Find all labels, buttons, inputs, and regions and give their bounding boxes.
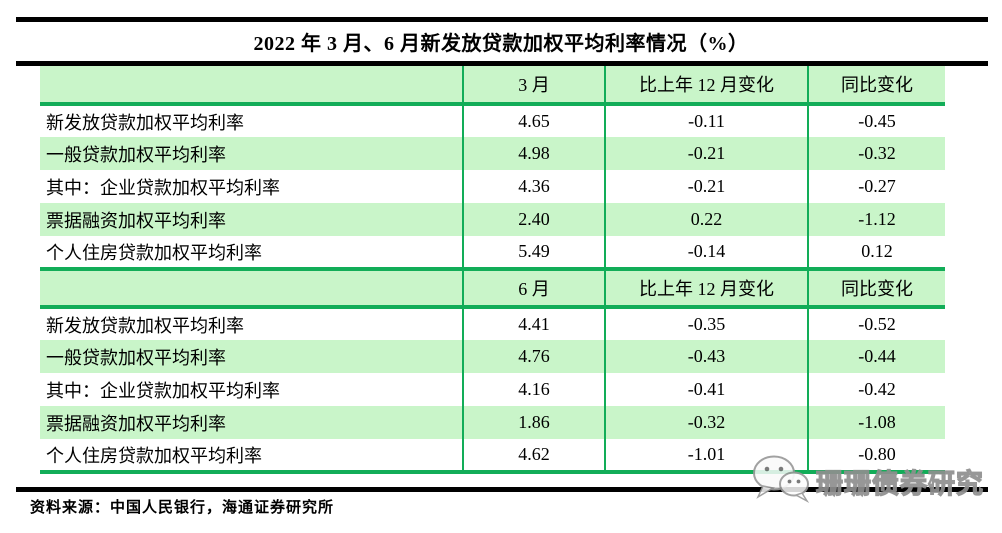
rate-value: 4.76 (462, 340, 605, 373)
change-vs-dec-value: -0.32 (604, 406, 808, 439)
rate-value: 4.16 (462, 373, 605, 406)
table-row: 其中：企业贷款加权平均利率 4.16 -0.41 -0.42 (40, 373, 945, 406)
yoy-change-value: -0.52 (807, 307, 945, 340)
table-row: 一般贷款加权平均利率 4.76 -0.43 -0.44 (40, 340, 945, 373)
table-row: 一般贷款加权平均利率 4.98 -0.21 -0.32 (40, 137, 945, 170)
row-label: 票据融资加权平均利率 (40, 203, 463, 236)
yoy-change-value: -0.32 (807, 137, 945, 170)
table-title: 2022 年 3 月、6 月新发放贷款加权平均利率情况（%） (253, 33, 749, 55)
header-empty-cell (40, 66, 463, 106)
rate-value: 4.98 (462, 137, 605, 170)
rate-value: 4.41 (462, 307, 605, 340)
header-row-march: 3 月 比上年 12 月变化 同比变化 (40, 66, 945, 106)
title-divider-rule (16, 61, 988, 66)
yoy-change-value: -0.80 (807, 439, 945, 474)
yoy-change-value: -0.42 (807, 373, 945, 406)
watermark: 珊珊债券研究 (752, 453, 984, 510)
data-source-note: 资料来源：中国人民银行，海通证券研究所 (30, 500, 335, 516)
table-row: 其中：企业贷款加权平均利率 4.36 -0.21 -0.27 (40, 170, 945, 203)
header-row-june: 6 月 比上年 12 月变化 同比变化 (40, 267, 945, 309)
row-label: 个人住房贷款加权平均利率 (40, 236, 463, 269)
row-label: 个人住房贷款加权平均利率 (40, 439, 463, 474)
change-vs-dec-value: -0.11 (604, 104, 808, 137)
table-row: 票据融资加权平均利率 1.86 -0.32 -1.08 (40, 406, 945, 439)
change-vs-dec-value: -0.41 (604, 373, 808, 406)
change-vs-dec-value: -0.35 (604, 307, 808, 340)
row-label: 新发放贷款加权平均利率 (40, 307, 463, 340)
table-section-june: 6 月 比上年 12 月变化 同比变化 新发放贷款加权平均利率 4.41 -0.… (40, 267, 945, 474)
header-yoy-change: 同比变化 (807, 267, 945, 309)
table-row: 票据融资加权平均利率 2.40 0.22 -1.12 (40, 203, 945, 236)
yoy-change-value: -0.44 (807, 340, 945, 373)
header-month-june: 6 月 (462, 267, 605, 309)
table-row: 新发放贷款加权平均利率 4.41 -0.35 -0.52 (40, 307, 945, 340)
yoy-change-value: -1.08 (807, 406, 945, 439)
rates-table: 3 月 比上年 12 月变化 同比变化 新发放贷款加权平均利率 4.65 -0.… (40, 66, 945, 474)
row-label: 其中：企业贷款加权平均利率 (40, 170, 463, 203)
header-change-vs-dec: 比上年 12 月变化 (604, 267, 808, 309)
header-change-vs-dec: 比上年 12 月变化 (604, 66, 808, 106)
rate-value: 2.40 (462, 203, 605, 236)
change-vs-dec-value: 0.22 (604, 203, 808, 236)
table-row: 个人住房贷款加权平均利率 5.49 -0.14 0.12 (40, 236, 945, 269)
bottom-rule (16, 487, 988, 492)
change-vs-dec-value: -0.14 (604, 236, 808, 269)
rate-value: 4.36 (462, 170, 605, 203)
rate-value: 5.49 (462, 236, 605, 269)
change-vs-dec-value: -0.21 (604, 170, 808, 203)
row-label: 其中：企业贷款加权平均利率 (40, 373, 463, 406)
row-label: 票据融资加权平均利率 (40, 406, 463, 439)
header-month-march: 3 月 (462, 66, 605, 106)
watermark-text: 珊珊债券研究 (815, 468, 984, 499)
rate-value: 1.86 (462, 406, 605, 439)
row-label: 一般贷款加权平均利率 (40, 340, 463, 373)
row-label: 一般贷款加权平均利率 (40, 137, 463, 170)
top-rule (16, 17, 988, 22)
header-empty-cell (40, 267, 463, 309)
yoy-change-value: 0.12 (807, 236, 945, 269)
rate-value: 4.65 (462, 104, 605, 137)
row-label: 新发放贷款加权平均利率 (40, 104, 463, 137)
yoy-change-value: -0.45 (807, 104, 945, 137)
change-vs-dec-value: -0.21 (604, 137, 808, 170)
wechat-icon (752, 453, 810, 510)
table-row: 新发放贷款加权平均利率 4.65 -0.11 -0.45 (40, 104, 945, 137)
yoy-change-value: -1.12 (807, 203, 945, 236)
change-vs-dec-value: -0.43 (604, 340, 808, 373)
yoy-change-value: -0.27 (807, 170, 945, 203)
table-section-march: 3 月 比上年 12 月变化 同比变化 新发放贷款加权平均利率 4.65 -0.… (40, 66, 945, 269)
rate-value: 4.62 (462, 439, 605, 474)
header-yoy-change: 同比变化 (807, 66, 945, 106)
